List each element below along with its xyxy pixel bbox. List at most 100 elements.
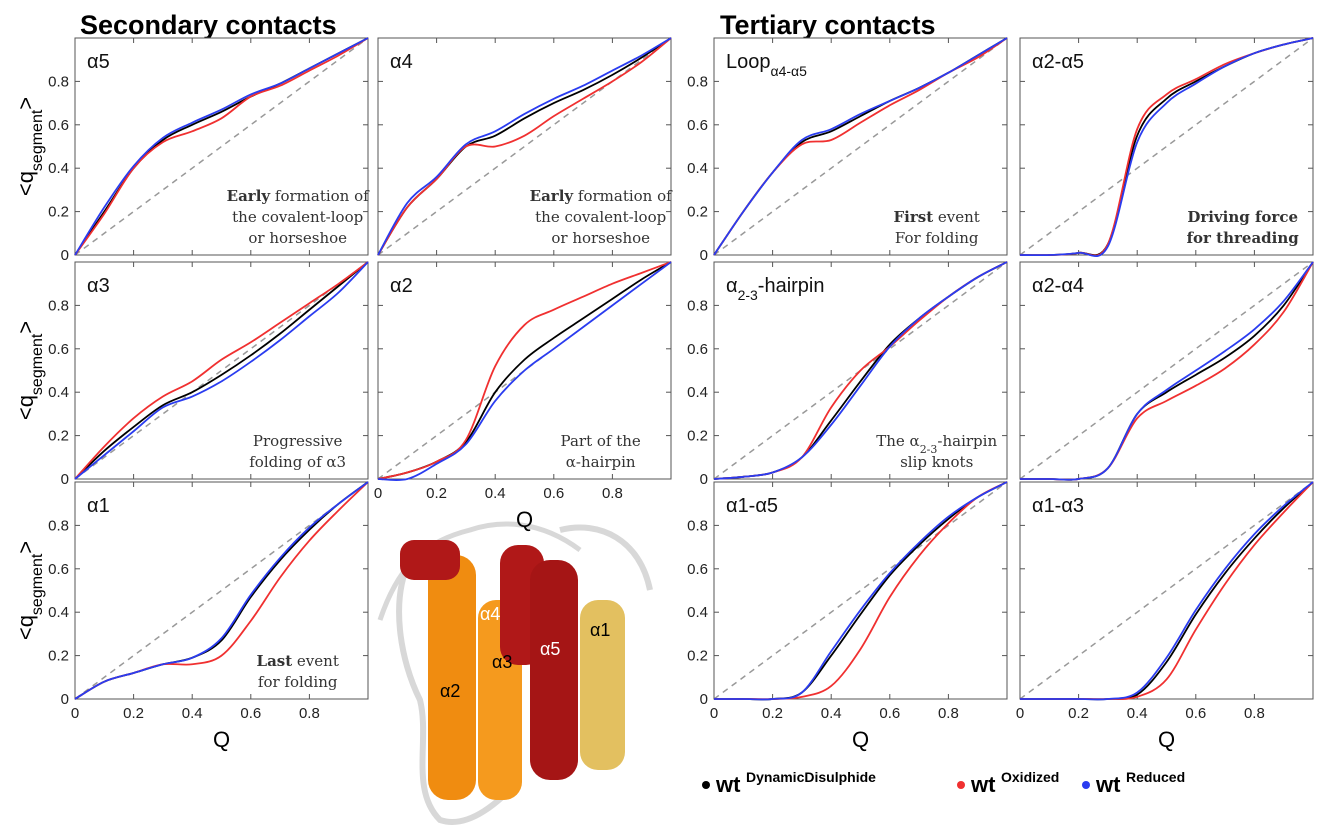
- text-run: Last: [257, 652, 293, 670]
- y-axis-label: <qsegment>: [13, 541, 46, 640]
- text-run: α1-α3: [1032, 495, 1084, 517]
- x-tick-label: 0.4: [1127, 705, 1148, 722]
- series-line: [713, 37, 1008, 256]
- text-run: <q: [13, 171, 38, 196]
- series-line: [377, 37, 672, 256]
- series-line: [74, 37, 369, 256]
- text-run: formation of: [573, 187, 673, 205]
- text-run: slip knots: [900, 453, 973, 471]
- text-run: or horseshoe: [248, 229, 347, 247]
- panel-title: α1-α3: [1032, 495, 1084, 517]
- panel-title: α1: [87, 495, 110, 517]
- text-run: <q: [13, 395, 38, 420]
- x-tick-label: 0.6: [879, 705, 900, 722]
- text-run: α-hairpin: [566, 453, 636, 471]
- y-tick-label: 0.6: [687, 341, 708, 358]
- x-axis-label: Q: [213, 727, 230, 752]
- series-line: [713, 261, 1008, 480]
- y-tick-label: 0.2: [48, 428, 69, 445]
- series-line: [1019, 261, 1314, 481]
- panel-title: α2-α5: [1032, 51, 1084, 73]
- text-run: formation of: [270, 187, 370, 205]
- structure-label: α3: [492, 652, 512, 672]
- panel-title: Loopα4-α5: [726, 51, 807, 79]
- reference-diagonal: [713, 481, 1008, 700]
- x-tick-label: 0: [710, 705, 718, 722]
- y-tick-label: 0.4: [687, 384, 708, 401]
- reference-diagonal: [74, 261, 369, 480]
- annotation: the covalent-loop: [232, 208, 363, 226]
- x-tick-label: 0.4: [821, 705, 842, 722]
- text-run: Loop: [726, 51, 771, 73]
- section-title: Tertiary contacts: [720, 10, 936, 40]
- y-tick-label: 0.8: [48, 73, 69, 90]
- structure-label: α1: [590, 620, 610, 640]
- x-tick-label: 0.6: [543, 485, 564, 502]
- text-run: 2-3: [920, 443, 938, 456]
- y-tick-label: 0.8: [687, 517, 708, 534]
- text-run: >: [13, 97, 38, 110]
- annotation: for threading: [1187, 229, 1300, 247]
- x-tick-label: 0.6: [1185, 705, 1206, 722]
- text-run: for threading: [1187, 229, 1300, 247]
- x-tick-label: 0.8: [938, 705, 959, 722]
- text-run: α5: [87, 51, 110, 73]
- text-run: segment: [29, 109, 46, 171]
- x-tick-label: 0.2: [1068, 705, 1089, 722]
- annotation: folding of α3: [249, 453, 346, 471]
- panel-title: α1-α5: [726, 495, 778, 517]
- y-tick-label: 0.4: [687, 160, 708, 177]
- text-run: α: [726, 275, 738, 297]
- annotation: slip knots: [900, 453, 973, 471]
- text-run: α1-α5: [726, 495, 778, 517]
- y-tick-label: 0.4: [48, 384, 69, 401]
- reference-diagonal: [1019, 261, 1314, 480]
- y-tick-label: 0.4: [687, 604, 708, 621]
- y-tick-label: 0: [700, 247, 708, 264]
- text-run: α2-α5: [1032, 51, 1084, 73]
- text-run: The α: [876, 432, 919, 450]
- x-axis-label: Q: [852, 727, 869, 752]
- text-run: -hairpin: [758, 275, 825, 297]
- annotation: the covalent-loop: [535, 208, 666, 226]
- text-run: event: [292, 652, 339, 670]
- annotation: Early formation of: [530, 187, 673, 205]
- text-run: α2-α4: [1032, 275, 1084, 297]
- y-axis-label: <qsegment>: [13, 321, 46, 420]
- text-run: α2: [390, 275, 413, 297]
- annotation: for folding: [258, 673, 338, 691]
- series-line: [377, 261, 672, 480]
- x-tick-label: 0.2: [762, 705, 783, 722]
- text-run: Early: [227, 187, 272, 205]
- reference-diagonal: [377, 261, 672, 480]
- text-run: Driving force: [1187, 208, 1298, 226]
- legend-label: DynamicDisulphide: [746, 769, 876, 785]
- text-run: For folding: [895, 229, 979, 247]
- annotation: The α2-3-hairpin: [876, 432, 997, 456]
- text-run: Early: [530, 187, 575, 205]
- y-tick-label: 0.2: [687, 648, 708, 665]
- x-tick-label: 0.6: [240, 705, 261, 722]
- y-tick-label: 0.6: [48, 561, 69, 578]
- annotation: Part of the: [561, 432, 641, 450]
- y-tick-label: 0.4: [48, 160, 69, 177]
- y-tick-label: 0: [61, 691, 69, 708]
- text-run: <q: [13, 615, 38, 640]
- legend-marker: [702, 781, 710, 789]
- x-tick-label: 0: [71, 705, 79, 722]
- legend-marker: [957, 781, 965, 789]
- legend-label: Reduced: [1126, 769, 1185, 785]
- text-run: -hairpin: [937, 432, 997, 450]
- structure-label: α4: [480, 604, 500, 624]
- y-tick-label: 0.8: [48, 517, 69, 534]
- reference-diagonal: [74, 37, 369, 256]
- legend-marker: [1082, 781, 1090, 789]
- annotation: α-hairpin: [566, 453, 636, 471]
- x-tick-label: 0.8: [602, 485, 623, 502]
- structure-label: α5: [540, 639, 560, 659]
- y-tick-label: 0.2: [48, 204, 69, 221]
- y-tick-label: 0: [61, 247, 69, 264]
- series-line: [714, 481, 1008, 701]
- x-axis-label: Q: [1158, 727, 1175, 752]
- text-run: 2-3: [738, 287, 758, 303]
